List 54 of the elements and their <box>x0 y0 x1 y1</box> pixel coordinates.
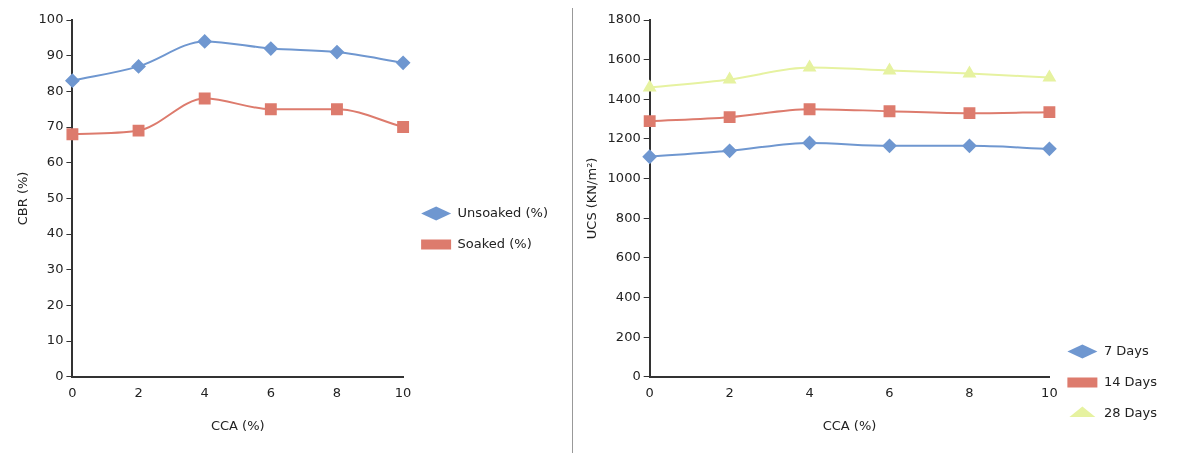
x-tick-label: 8 <box>332 384 342 400</box>
legend-label: Unsoaked (%) <box>457 204 548 220</box>
y-tick-label: 0 <box>55 368 64 384</box>
legend-label: 7 Days <box>1103 342 1149 358</box>
y-tick-label: 60 <box>46 154 64 170</box>
point <box>264 103 277 116</box>
y-tick-label: 50 <box>46 189 64 205</box>
y-tick-label: 30 <box>46 261 64 277</box>
x-tick-label: 0 <box>645 384 654 400</box>
point <box>396 55 411 70</box>
y-tick-label: 1800 <box>607 11 641 27</box>
point <box>132 124 145 137</box>
y-tick-label: 1400 <box>607 90 641 106</box>
point <box>397 121 410 133</box>
y-axis-title: UCS (KN/m²) <box>584 157 600 240</box>
y-tick-label: 40 <box>46 225 64 241</box>
y-tick-label: 0 <box>632 368 641 384</box>
point <box>65 73 80 88</box>
point <box>329 45 344 60</box>
x-axis-title: CCA (%) <box>210 417 265 433</box>
x-tick-label: 0 <box>68 384 77 400</box>
point <box>331 103 343 116</box>
y-tick-label: 600 <box>615 249 641 265</box>
x-axis-title: CCA (%) <box>822 417 877 433</box>
x-tick-label: 6 <box>266 384 275 400</box>
y-tick-label: 100 <box>38 11 64 27</box>
point <box>198 92 211 105</box>
y-tick-label: 90 <box>46 47 64 63</box>
x-tick-label: 2 <box>725 384 734 400</box>
y-tick-label: 1600 <box>607 51 641 67</box>
point <box>131 59 146 74</box>
x-tick-label: 10 <box>1041 384 1058 400</box>
point <box>263 41 278 56</box>
legend-label: Soaked (%) <box>457 235 532 251</box>
y-tick-label: 800 <box>615 209 641 225</box>
point <box>197 34 212 49</box>
x-tick-label: 2 <box>134 384 143 400</box>
y-tick-label: 10 <box>46 332 64 348</box>
x-tick-label: 4 <box>200 384 209 400</box>
legend-label: 14 Days <box>1103 373 1158 389</box>
y-tick-label: 70 <box>46 118 64 134</box>
y-tick-label: 400 <box>615 288 641 304</box>
x-tick-label: 4 <box>805 384 814 400</box>
x-tick-label: 6 <box>885 384 894 400</box>
y-tick-label: 1000 <box>607 169 641 185</box>
y-tick-label: 80 <box>46 82 64 98</box>
x-tick-label: 8 <box>965 384 974 400</box>
y-axis-title: CBR (%) <box>15 171 31 226</box>
legend-label: 28 Days <box>1103 404 1158 420</box>
x-tick-label: 10 <box>394 384 412 400</box>
y-tick-label: 1200 <box>607 130 641 146</box>
y-tick-label: 200 <box>615 328 641 344</box>
point <box>66 128 79 141</box>
y-tick-label: 20 <box>46 296 64 312</box>
